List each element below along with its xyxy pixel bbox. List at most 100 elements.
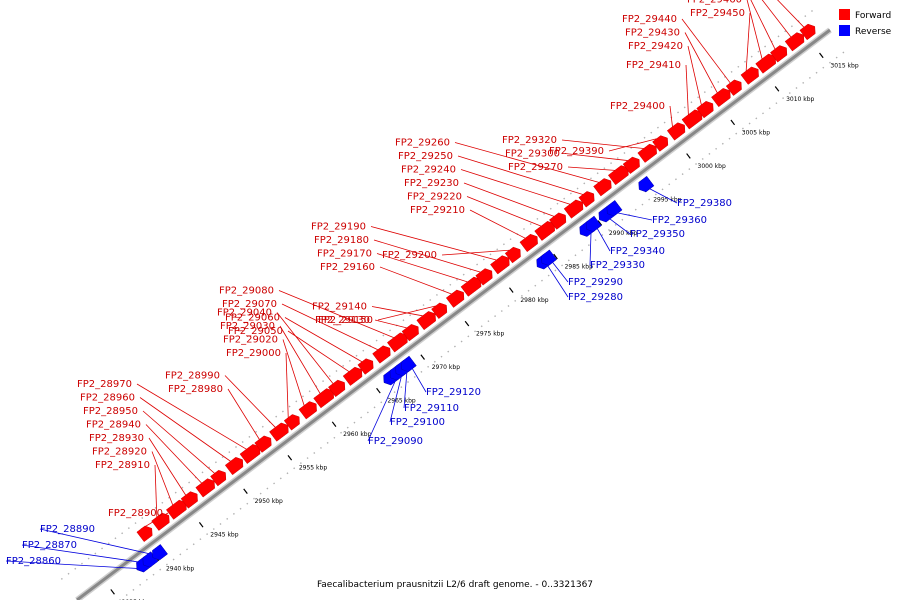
reverse-gene-fp2-29380[interactable] <box>638 175 655 193</box>
forward-gene-fp2-29160[interactable] <box>445 289 465 308</box>
forward-label-fp2-29130[interactable]: FP2_29130 <box>315 315 370 326</box>
reverse-gene-fp2-29120[interactable] <box>400 355 417 373</box>
reverse-label-fp2-29100[interactable]: FP2_29100 <box>390 417 445 428</box>
forward-label-fp2-28970[interactable]: FP2_28970 <box>77 379 132 390</box>
reverse-label-fp2-29090[interactable]: FP2_29090 <box>368 436 423 447</box>
forward-label-fp2-29000[interactable]: FP2_29000 <box>226 348 281 359</box>
forward-gene-fp2-29140[interactable] <box>416 311 436 331</box>
forward-label-fp2-29410[interactable]: FP2_29410 <box>626 60 681 71</box>
forward-label-fp2-29160[interactable]: FP2_29160 <box>320 262 375 273</box>
forward-gene-fp2-29170[interactable] <box>460 276 482 297</box>
forward-gene-fp2-29460[interactable] <box>755 53 776 74</box>
forward-gene-fp2-29450[interactable] <box>740 66 759 85</box>
reverse-label-fp2-29380[interactable]: FP2_29380 <box>677 198 732 209</box>
reverse-gene-fp2-29360[interactable] <box>606 200 623 217</box>
forward-gene-fp2-29320[interactable] <box>637 143 657 163</box>
forward-label-fp2-29060[interactable]: FP2_29060 <box>225 313 280 324</box>
forward-gene-fp2-29440[interactable] <box>725 79 742 96</box>
forward-label-fp2-29300[interactable]: FP2_29300 <box>505 149 560 160</box>
forward-gene-fp2-29430[interactable] <box>711 88 731 108</box>
forward-gene-fp2-29050[interactable] <box>342 366 363 386</box>
reverse-label-fp2-28870[interactable]: FP2_28870 <box>22 540 77 551</box>
forward-gene-fp2-29230[interactable] <box>549 212 567 230</box>
reverse-label-fp2-28860[interactable]: FP2_28860 <box>6 556 61 567</box>
forward-gene-fp2-28960[interactable] <box>224 457 244 476</box>
forward-label-fp2-28920[interactable]: FP2_28920 <box>92 447 147 458</box>
forward-label-fp2-29450[interactable]: FP2_29450 <box>690 8 745 19</box>
forward-label-fp2-29430[interactable]: FP2_29430 <box>625 28 680 39</box>
reverse-gene-fp2-29340[interactable] <box>585 215 602 232</box>
forward-gene-fp2-29250[interactable] <box>578 191 595 208</box>
reverse-gene-fp2-28890[interactable] <box>152 544 168 561</box>
forward-gene-fp2-29060[interactable] <box>357 358 374 375</box>
forward-label-fp2-29210[interactable]: FP2_29210 <box>410 205 465 216</box>
forward-gene-fp2-29180[interactable] <box>475 268 493 286</box>
forward-label-fp2-28950[interactable]: FP2_28950 <box>83 406 138 417</box>
reverse-gene-fp2-28870[interactable] <box>142 551 159 568</box>
forward-gene-fp2-29080[interactable] <box>386 332 408 353</box>
forward-gene-fp2-29040[interactable] <box>328 379 346 398</box>
forward-label-fp2-29200[interactable]: FP2_29200 <box>382 250 437 261</box>
forward-label-fp2-29460[interactable]: FP2_29460 <box>687 0 742 6</box>
forward-label-fp2-28930[interactable]: FP2_28930 <box>89 433 144 444</box>
forward-label-fp2-29070[interactable]: FP2_29070 <box>222 299 277 310</box>
forward-label-fp2-29080[interactable]: FP2_29080 <box>219 286 274 297</box>
forward-label-fp2-29180[interactable]: FP2_29180 <box>314 235 369 246</box>
forward-label-fp2-28940[interactable]: FP2_28940 <box>86 420 141 431</box>
forward-gene-fp2-28980[interactable] <box>254 435 272 453</box>
forward-gene-fp2-29150[interactable] <box>431 302 448 319</box>
forward-label-fp2-29190[interactable]: FP2_29190 <box>311 222 366 233</box>
forward-gene-fp2-29530[interactable] <box>784 32 805 52</box>
forward-gene-fp2-28950[interactable] <box>210 469 227 487</box>
forward-label-fp2-29240[interactable]: FP2_29240 <box>401 165 456 176</box>
forward-gene-fp2-29000[interactable] <box>283 414 300 431</box>
reverse-label-fp2-29110[interactable]: FP2_29110 <box>404 403 459 414</box>
forward-label-fp2-29040[interactable]: FP2_29040 <box>217 308 272 319</box>
forward-label-fp2-28910[interactable]: FP2_28910 <box>95 460 150 471</box>
forward-label-fp2-29420[interactable]: FP2_29420 <box>628 41 683 52</box>
forward-gene-fp2-29410[interactable] <box>681 109 703 130</box>
reverse-label-fp2-29120[interactable]: FP2_29120 <box>426 387 481 398</box>
forward-gene-fp2-28930[interactable] <box>180 491 198 509</box>
forward-gene-fp2-29270[interactable] <box>607 165 629 186</box>
forward-gene-fp2-28940[interactable] <box>195 478 215 498</box>
forward-label-fp2-29230[interactable]: FP2_29230 <box>404 178 459 189</box>
forward-label-fp2-29170[interactable]: FP2_29170 <box>317 249 372 260</box>
forward-gene-fp2-29210[interactable] <box>519 233 538 253</box>
forward-label-fp2-29390[interactable]: FP2_29390 <box>549 146 604 157</box>
reverse-label-fp2-29350[interactable]: FP2_29350 <box>630 229 685 240</box>
forward-gene-fp2-29400[interactable] <box>666 122 686 141</box>
forward-gene-fp2-28900[interactable] <box>136 525 153 543</box>
reverse-label-fp2-29360[interactable]: FP2_29360 <box>652 215 707 226</box>
forward-gene-fp2-29390[interactable] <box>652 135 669 152</box>
forward-label-fp2-29050[interactable]: FP2_29050 <box>228 326 283 337</box>
reverse-label-fp2-28890[interactable]: FP2_28890 <box>40 524 95 535</box>
forward-gene-fp2-29240[interactable] <box>563 199 584 219</box>
reverse-label-fp2-29330[interactable]: FP2_29330 <box>590 260 645 271</box>
forward-label-fp2-29400[interactable]: FP2_29400 <box>610 101 665 112</box>
forward-label-fp2-29140[interactable]: FP2_29140 <box>312 302 367 313</box>
forward-gene-fp2-29540[interactable] <box>799 23 816 41</box>
forward-gene-fp2-29220[interactable] <box>534 221 555 241</box>
forward-gene-fp2-28910[interactable] <box>151 512 170 531</box>
forward-label-fp2-29220[interactable]: FP2_29220 <box>407 192 462 203</box>
forward-gene-fp2-29070[interactable] <box>372 345 391 364</box>
forward-gene-fp2-29260[interactable] <box>593 178 612 197</box>
forward-gene-fp2-29130[interactable] <box>401 324 419 342</box>
forward-gene-fp2-28920[interactable] <box>165 499 187 520</box>
forward-label-fp2-29440[interactable]: FP2_29440 <box>622 14 677 25</box>
forward-label-fp2-29150[interactable]: FP2_29150 <box>318 315 373 326</box>
reverse-gene-fp2-29290[interactable] <box>541 249 558 266</box>
forward-label-fp2-28990[interactable]: FP2_28990 <box>165 371 220 382</box>
forward-gene-fp2-29300[interactable] <box>622 156 640 174</box>
forward-gene-fp2-29030[interactable] <box>313 388 334 409</box>
forward-gene-fp2-28990[interactable] <box>269 422 289 442</box>
forward-label-fp2-29250[interactable]: FP2_29250 <box>398 151 453 162</box>
forward-gene-fp2-29490[interactable] <box>770 45 788 63</box>
forward-label-fp2-29030[interactable]: FP2_29030 <box>220 321 275 332</box>
forward-gene-fp2-28970[interactable] <box>239 444 261 464</box>
forward-label-fp2-28960[interactable]: FP2_28960 <box>80 393 135 404</box>
reverse-gene-fp2-29350[interactable] <box>598 206 615 223</box>
forward-label-fp2-29320[interactable]: FP2_29320 <box>502 135 557 146</box>
forward-gene-fp2-29200[interactable] <box>504 246 521 264</box>
